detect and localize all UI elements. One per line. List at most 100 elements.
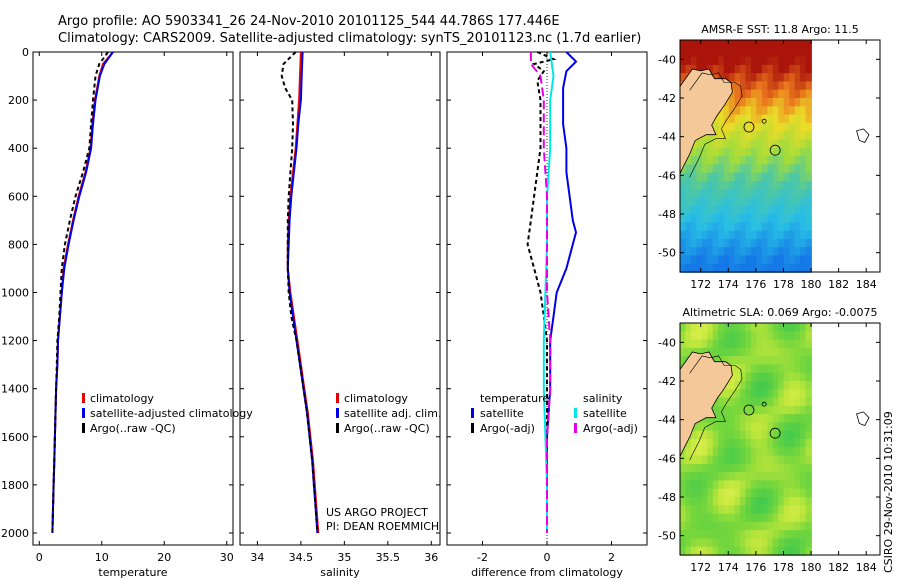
map-cell [789,381,796,391]
map-cell [690,189,698,199]
map-cell [756,546,763,556]
map-cell [761,472,769,482]
map-cell [805,247,812,257]
map-cell [718,422,725,432]
map-cell [723,546,730,556]
map-cell [794,222,801,232]
map-cell [690,172,698,182]
map-cell [761,538,769,548]
map-cell [729,131,736,141]
map-cell [805,513,812,523]
map-cell [723,331,730,341]
map-cell [745,372,752,382]
map-cell [778,397,785,407]
legend-swatch-sal-argo [574,423,577,433]
map-cell [794,488,801,498]
map-cell [718,513,725,523]
map-cell [751,263,758,273]
map-cell [756,405,763,415]
map-cell [734,205,741,215]
map-cell [685,172,692,182]
map-cell [772,89,780,99]
map-cell [794,114,801,124]
map-cell [690,530,698,540]
map-cell [761,513,769,523]
map-cell [729,505,736,515]
map-cell [707,480,714,490]
map-cell [800,339,807,349]
map-cell [805,364,812,374]
map-cell [740,205,747,215]
map-cell [756,56,763,66]
map-cell [800,364,807,374]
map-cell [734,197,741,207]
map-cell [707,238,714,248]
map-cell [751,364,758,374]
map-cell [729,238,736,248]
map-cell [794,89,801,99]
map-cell [701,488,709,498]
map-cell [701,230,709,240]
map-cell [800,513,807,523]
map-cell [690,56,698,66]
map-cell [800,521,807,531]
map-cell [712,147,720,157]
map-cell [707,422,714,432]
land-south-island [679,68,733,174]
map-cell [701,197,709,207]
map-cell [723,505,730,515]
map-cell [794,447,801,457]
map-cell [712,323,720,333]
legend-swatch-satellite [82,408,85,418]
map-title: Altimetric SLA: 0.069 Argo: -0.0075 [683,306,878,319]
map-cell [718,205,725,215]
map-cell [772,106,780,116]
map-cell [789,463,796,473]
map-cell [789,89,796,99]
map-cell [800,389,807,399]
map-cell [680,521,687,531]
map-cell [783,81,790,91]
map-cell [718,164,725,174]
map-cell [745,106,752,116]
map-cell [729,488,736,498]
map-cell [745,381,752,391]
y-tick-label: 600 [8,190,29,203]
map-cell [794,205,801,215]
map-cell [718,439,725,449]
map-cell [740,98,747,108]
map-cell [701,156,709,166]
map-cell [767,238,774,248]
map-cell [778,214,785,224]
map-cell [740,48,747,58]
map-cell [772,263,780,273]
map-cell [761,205,769,215]
map-x-tick-label: 178 [773,561,794,574]
legend-label: satellite-adjusted climatology [90,407,253,420]
map-cell [723,497,730,507]
map-cell [789,263,796,273]
map-cell [800,205,807,215]
map-cell [729,89,736,99]
map-cell [723,255,730,265]
map-cell [723,131,730,141]
map-cell [783,214,790,224]
map-cell [729,372,736,382]
map-cell [734,546,741,556]
y-tick-label: 400 [8,142,29,155]
map-cell [723,172,730,182]
map-cell [685,497,692,507]
map-cell [783,463,790,473]
legend-swatch-climatology [336,393,339,403]
map-cell [756,189,763,199]
map-cell [745,347,752,357]
map-cell [794,405,801,415]
map-cell [794,238,801,248]
map-y-tick-label: -40 [658,336,676,349]
map-cell [778,238,785,248]
map-cell [767,222,774,232]
map-cell [740,364,747,374]
map-cell [685,339,692,349]
map-cell [745,156,752,166]
